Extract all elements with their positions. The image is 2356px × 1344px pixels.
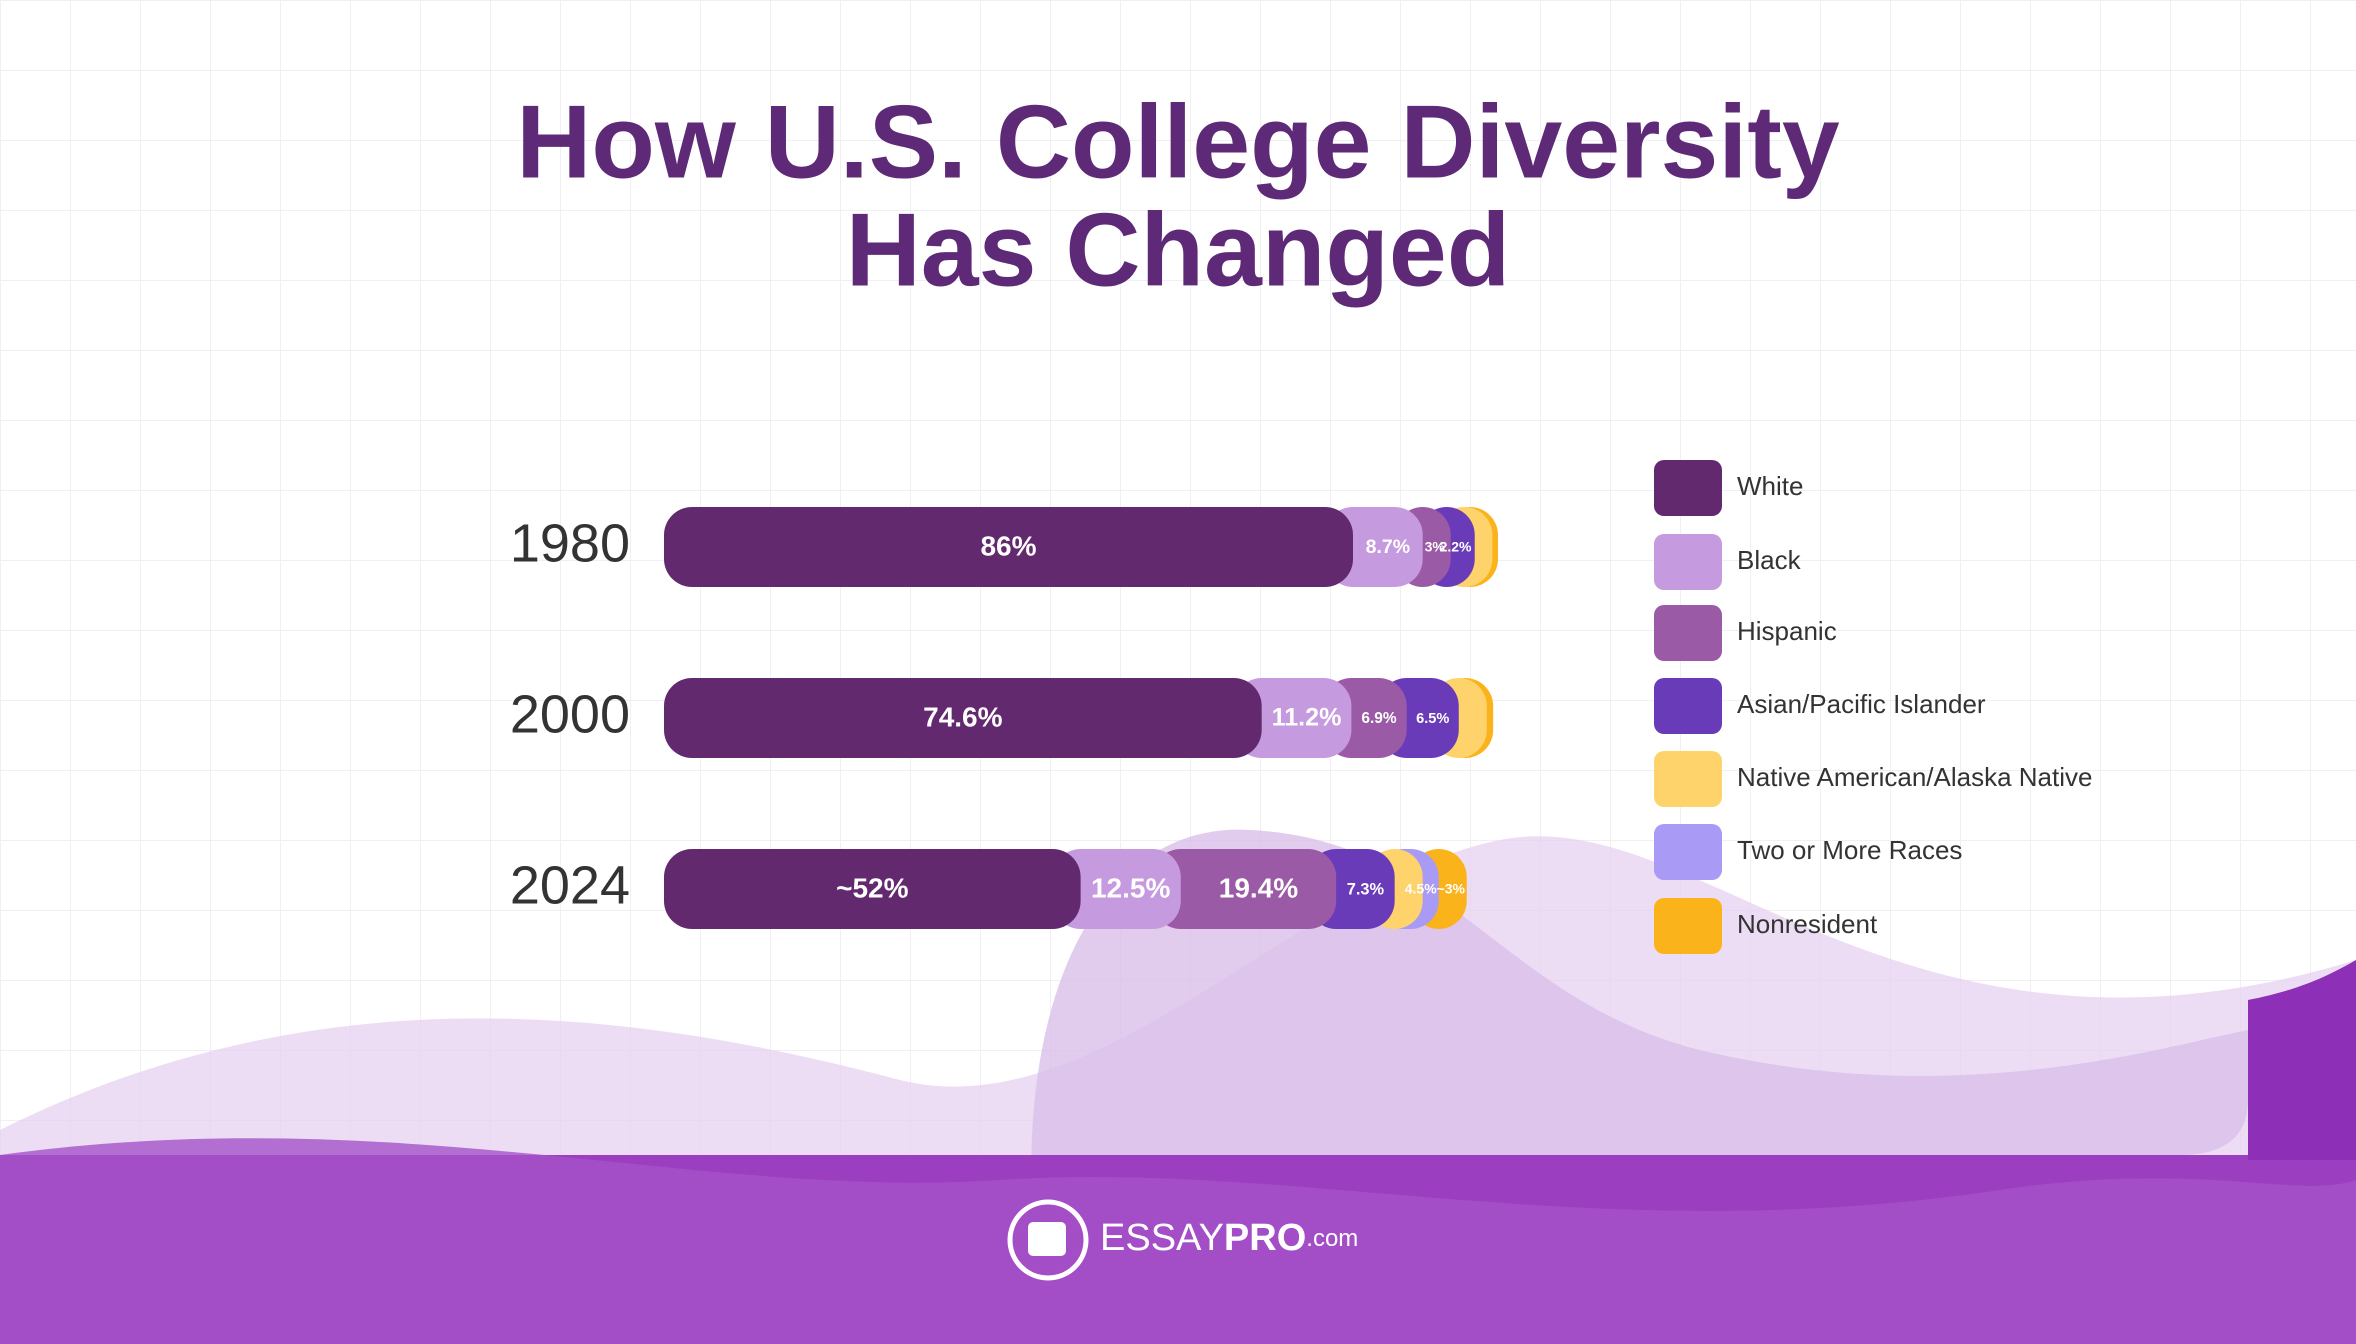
data-label: 7.3% bbox=[1347, 880, 1385, 898]
data-label: 6.9% bbox=[1361, 710, 1397, 727]
legend-label: White bbox=[1737, 471, 1803, 501]
data-label: 3% bbox=[1425, 539, 1446, 555]
brand-part: PRO bbox=[1224, 1217, 1306, 1259]
data-label: 19.4% bbox=[1219, 872, 1298, 903]
brand: ESSAYPRO.com bbox=[1100, 1217, 1358, 1259]
legend-swatch bbox=[1654, 751, 1722, 807]
legend-label: Nonresident bbox=[1737, 909, 1878, 939]
data-label: 2.2% bbox=[1440, 539, 1472, 555]
bar-segment bbox=[664, 507, 1354, 587]
data-label: 86% bbox=[980, 530, 1036, 561]
legend-swatch bbox=[1654, 534, 1722, 590]
bar-segment bbox=[664, 849, 1081, 929]
legend-label: Asian/Pacific Islander bbox=[1737, 689, 1986, 719]
data-label: 8.7% bbox=[1366, 536, 1410, 558]
chart-title: How U.S. College Diversity bbox=[516, 84, 1840, 200]
legend-swatch bbox=[1654, 678, 1722, 734]
data-label: 6.5% bbox=[1416, 711, 1449, 727]
data-label: 4.5% bbox=[1405, 881, 1437, 897]
data-label: 12.5% bbox=[1091, 872, 1170, 903]
bar-segment bbox=[664, 678, 1262, 758]
data-label: ~52% bbox=[836, 872, 908, 903]
decoration bbox=[0, 829, 2356, 1344]
legend-swatch bbox=[1654, 898, 1722, 954]
data-label: ~3% bbox=[1437, 881, 1466, 897]
brand-part: ESSAY bbox=[1100, 1217, 1224, 1259]
y-tick-label: 2024 bbox=[510, 855, 630, 915]
legend-label: Black bbox=[1737, 545, 1802, 575]
legend-swatch bbox=[1654, 460, 1722, 516]
y-tick-label: 2000 bbox=[510, 684, 630, 744]
legend-label: Two or More Races bbox=[1737, 835, 1962, 865]
chart-title: Has Changed bbox=[846, 192, 1511, 308]
bar-segment bbox=[1152, 849, 1337, 929]
data-label: 74.6% bbox=[923, 701, 1002, 732]
data-label: 11.2% bbox=[1272, 704, 1342, 732]
legend-swatch bbox=[1654, 824, 1722, 880]
legend-label: Hispanic bbox=[1737, 616, 1837, 646]
y-tick-label: 1980 bbox=[510, 513, 630, 573]
bar-segment bbox=[1052, 849, 1181, 929]
bar-segment bbox=[1233, 678, 1352, 758]
brand-part: .com bbox=[1306, 1225, 1358, 1252]
legend-label: Native American/Alaska Native bbox=[1737, 762, 2092, 792]
legend-swatch bbox=[1654, 605, 1722, 661]
